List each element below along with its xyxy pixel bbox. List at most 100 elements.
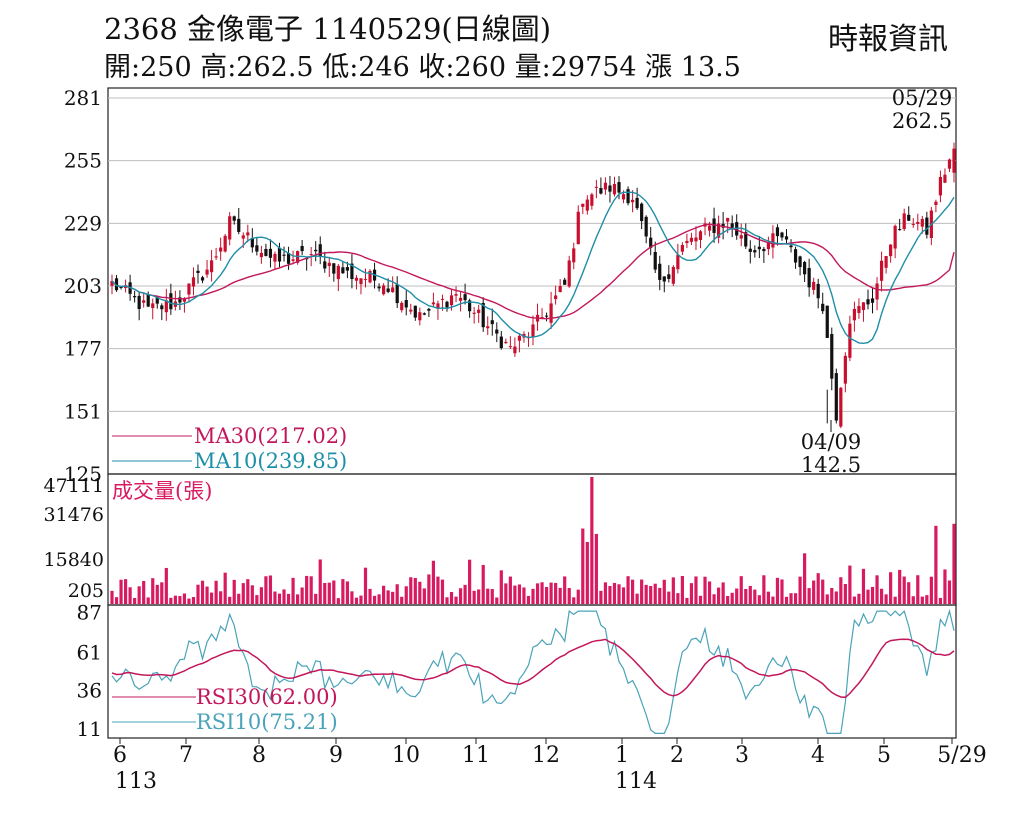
volume-bar — [943, 569, 947, 604]
candle-body — [468, 300, 472, 312]
candle-body — [431, 302, 436, 305]
volume-bar — [296, 594, 300, 604]
candle-body — [938, 176, 943, 196]
candle-body — [694, 237, 698, 242]
volume-bar — [391, 591, 395, 604]
candle-body — [644, 216, 648, 237]
volume-bar — [640, 579, 644, 604]
volume-bar — [169, 597, 173, 604]
volume-bar — [572, 597, 576, 604]
volume-bar — [803, 553, 807, 604]
candle-body — [382, 285, 386, 295]
candle-body — [350, 263, 354, 280]
candle-body — [653, 251, 657, 270]
volume-bar — [748, 585, 752, 604]
candle-body — [676, 254, 680, 270]
volume-bar — [635, 593, 639, 604]
volume-bar — [626, 576, 630, 604]
volume-bar — [164, 567, 168, 604]
volume-bar — [839, 577, 843, 604]
volume-bar — [359, 595, 363, 604]
volume-bar — [798, 576, 802, 604]
price-tick-label: 281 — [64, 86, 102, 110]
candle-body — [603, 182, 608, 190]
candle-body — [418, 312, 422, 321]
candle-body — [640, 203, 644, 222]
volume-bar — [300, 587, 304, 604]
volume-bar — [418, 581, 422, 604]
volume-bar — [816, 573, 820, 604]
candle-body — [440, 298, 445, 300]
volume-bar — [395, 584, 399, 604]
volume-bar — [486, 588, 490, 604]
rsi10-legend-label: RSI10(75.21) — [196, 710, 338, 734]
candle-body — [504, 341, 508, 344]
volume-bar — [739, 576, 743, 604]
rsi-panel: 87 61 36 11 RSI30(62.00)RSI10(75.21) — [77, 601, 957, 741]
volume-bar — [490, 589, 494, 604]
volume-bar — [898, 569, 902, 604]
volume-bar — [793, 593, 798, 604]
candle-body — [499, 336, 503, 349]
candle-body — [544, 315, 549, 317]
volume-bar — [563, 576, 567, 604]
candle-body — [481, 302, 485, 328]
volume-bar — [160, 582, 164, 604]
candle-body — [807, 267, 811, 288]
candle-body — [789, 245, 793, 248]
ma30-line — [111, 223, 955, 320]
candle-body — [748, 248, 752, 252]
volume-bar — [223, 572, 227, 604]
volume-bar — [920, 596, 924, 604]
candle-body — [486, 326, 490, 329]
volume-bar — [585, 541, 589, 604]
candle-body — [237, 218, 241, 232]
candle-body — [377, 286, 381, 289]
volume-title: 成交量(張) — [112, 479, 212, 503]
volume-bar — [178, 596, 182, 604]
volume-bar — [554, 582, 558, 604]
volume-bar — [884, 594, 888, 604]
volume-bar — [825, 594, 829, 604]
volume-bar — [703, 576, 707, 604]
candle-body — [898, 229, 902, 231]
candle-body — [327, 262, 331, 267]
volume-bar — [698, 595, 703, 604]
volume-bar — [119, 579, 123, 604]
candle-body — [803, 262, 807, 275]
candle-body — [721, 223, 725, 228]
x-axis-month-label: 11 — [462, 743, 490, 768]
candle-body — [667, 274, 671, 279]
volume-bar — [200, 580, 205, 604]
volume-bar — [400, 596, 404, 604]
volume-bar — [807, 588, 811, 604]
volume-bar — [753, 589, 757, 604]
volume-bar — [309, 576, 313, 604]
candle-body — [671, 267, 675, 284]
volume-bar — [345, 581, 349, 604]
candle-body — [422, 313, 426, 315]
candle-body — [907, 214, 911, 221]
volume-panel: 47111 31476 15840 205 成交量(張) — [44, 473, 957, 606]
volume-bar — [219, 591, 223, 604]
volume-bar — [499, 570, 503, 604]
volume-bar — [246, 579, 250, 604]
volume-bar — [535, 583, 540, 604]
volume-bar — [784, 596, 789, 604]
candle-body — [259, 252, 263, 258]
candle-body — [830, 334, 834, 379]
candle-body — [495, 329, 499, 334]
volume-bar — [241, 583, 245, 604]
volume-bar — [544, 586, 549, 604]
candle-body — [889, 244, 893, 257]
volume-bar — [522, 587, 526, 604]
volume-bar — [658, 587, 662, 604]
candle-body — [336, 265, 340, 280]
candle-body — [395, 284, 399, 304]
volume-bar — [680, 576, 684, 604]
candle-body — [490, 320, 494, 325]
volume-bar — [712, 594, 716, 604]
volume-bar — [350, 591, 354, 604]
